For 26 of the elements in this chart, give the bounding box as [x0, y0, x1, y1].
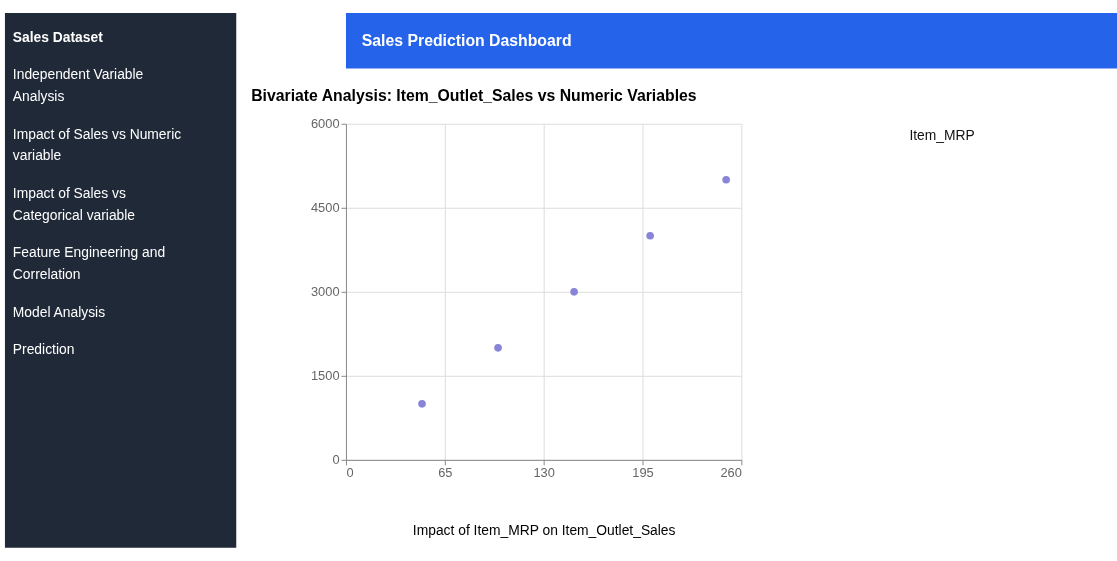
- y-tick-label: 3000: [310, 284, 340, 300]
- text: Independent Variable Analysis: [12, 66, 144, 105]
- x-axis-title: Impact of Item_MRP on Item_Outlet_Sales: [412, 522, 676, 539]
- text: Impact of Sales vs Numeric variable: [12, 125, 182, 164]
- text: Item_MRP: [909, 126, 975, 143]
- text: Sales Dataset: [12, 28, 104, 45]
- text: Prediction: [12, 341, 75, 358]
- text: Feature Engineering and Correlation: [12, 244, 166, 282]
- x-tick-label: 195: [632, 465, 654, 481]
- text: Impact of Sales vs Categorical variable: [12, 184, 136, 223]
- point: [722, 175, 730, 184]
- text: Sales Prediction Dashboard: [361, 31, 572, 49]
- point: [570, 287, 578, 296]
- x-tick-label: 130: [533, 465, 555, 481]
- x-tick-label: 260: [720, 465, 742, 481]
- point: [494, 344, 502, 352]
- y-tick-label: 1500: [310, 368, 340, 384]
- y-tick-label: 6000: [310, 116, 340, 132]
- point: [646, 231, 654, 240]
- y-tick-label: 0: [332, 452, 340, 468]
- y-tick-label: 4500: [310, 200, 340, 216]
- x-tick-label: 65: [438, 465, 453, 481]
- x-tick-label: 0: [346, 465, 354, 481]
- chart-title: Bivariate Analysis: Item_Outlet_Sales vs Numeric Variables: [251, 87, 697, 105]
- text: Model Analysis: [12, 303, 106, 320]
- point: [418, 400, 426, 408]
